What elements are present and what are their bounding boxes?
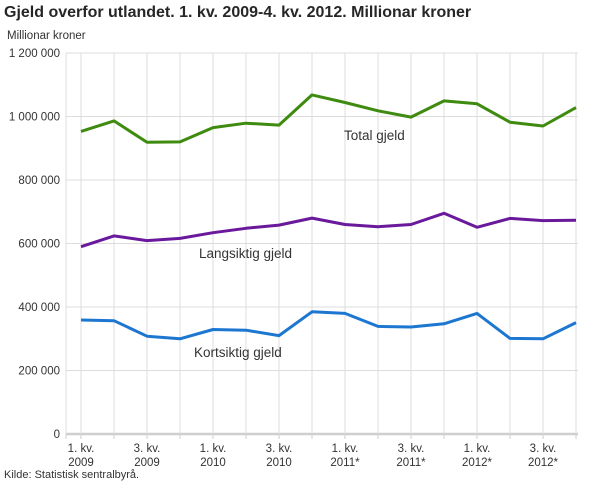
x-tick-label-quarter: 3. kv.	[398, 443, 425, 455]
y-tick-label: 400 000	[18, 302, 60, 314]
series-line-langsiktig-gjeld	[80, 211, 577, 249]
x-tick-label-year: 2011*	[330, 457, 360, 469]
x-tick-label-quarter: 3. kv.	[266, 443, 293, 455]
x-tick-label-quarter: 3. kv.	[530, 443, 557, 455]
x-tick-label-year: 2010	[266, 457, 292, 469]
series-line-total-gjeld	[80, 93, 577, 144]
y-tick-label: 800 000	[18, 175, 60, 187]
x-tick-label-year: 2011*	[396, 457, 426, 469]
series-label-total-gjeld: Total gjeld	[344, 128, 405, 143]
y-tick-label: 1 200 000	[9, 48, 60, 60]
x-tick-label-year: 2012*	[528, 457, 559, 469]
y-axis-unit-label: Millionar kroner	[7, 30, 86, 42]
x-tick-label-year: 2009	[134, 457, 160, 469]
x-tick-label-year: 2010	[200, 457, 226, 469]
y-tick-label: 600 000	[18, 239, 60, 251]
x-tick-label-quarter: 1. kv.	[68, 443, 95, 455]
x-tick-label-year: 2012*	[462, 457, 493, 469]
y-tick-label: 1 000 000	[9, 112, 60, 124]
y-tick-label: 0	[54, 429, 60, 441]
series-label-kortsiktig-gjeld: Kortsiktig gjeld	[194, 345, 282, 360]
x-tick-label-quarter: 1. kv.	[332, 443, 359, 455]
x-tick-label-year: 2009	[68, 457, 94, 469]
x-tick-label-quarter: 1. kv.	[200, 443, 227, 455]
x-tick-label-quarter: 3. kv.	[134, 443, 161, 455]
x-tick-label-quarter: 1. kv.	[464, 443, 491, 455]
source-note: Kilde: Statistisk sentralbyrå.	[4, 469, 140, 481]
series-line-kortsiktig-gjeld	[80, 310, 577, 341]
y-tick-label: 200 000	[18, 366, 60, 378]
chart-title: Gjeld overfor utlandet. 1. kv. 2009-4. k…	[4, 4, 472, 21]
series-label-langsiktig-gjeld: Langsiktig gjeld	[199, 246, 292, 261]
